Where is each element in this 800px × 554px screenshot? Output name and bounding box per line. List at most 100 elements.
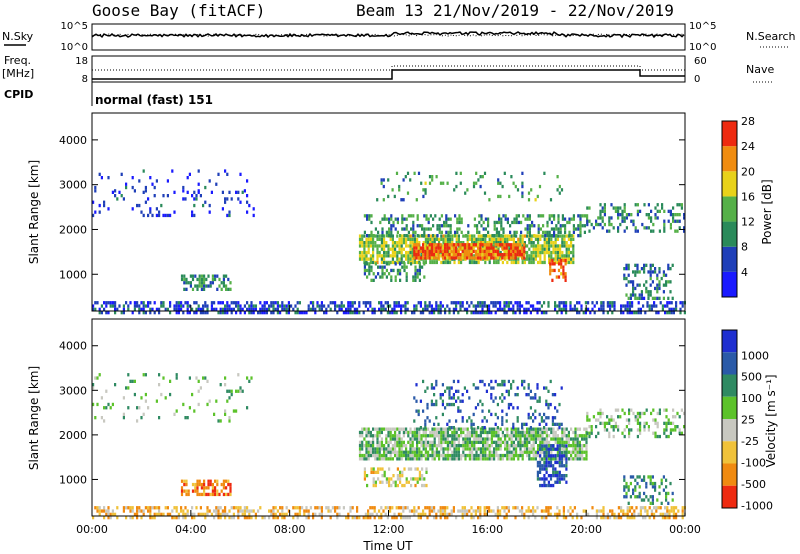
velocity-cell bbox=[631, 516, 634, 520]
power-cell bbox=[94, 307, 97, 311]
velocity-cell bbox=[654, 485, 657, 489]
power-cell bbox=[521, 171, 524, 175]
velocity-cell bbox=[534, 393, 537, 397]
velocity-cell bbox=[369, 453, 372, 458]
velocity-cell bbox=[428, 512, 431, 516]
power-cell bbox=[490, 253, 493, 257]
velocity-cell bbox=[493, 447, 496, 451]
velocity-cell bbox=[111, 402, 114, 407]
power-cell bbox=[226, 213, 229, 218]
velocity-cell bbox=[383, 457, 386, 461]
power-cell bbox=[516, 307, 519, 311]
velocity-cell bbox=[668, 512, 671, 516]
velocity-cell bbox=[490, 437, 493, 441]
power-cell bbox=[395, 311, 398, 315]
velocity-cell bbox=[418, 450, 421, 454]
power-cell bbox=[412, 275, 415, 279]
velocity-cell bbox=[331, 506, 334, 510]
power-cell bbox=[180, 274, 184, 278]
power-cell bbox=[625, 283, 628, 287]
velocity-cell bbox=[652, 408, 655, 412]
power-cell bbox=[390, 275, 393, 279]
velocity-cell bbox=[488, 409, 491, 413]
velocity-cell bbox=[446, 516, 449, 520]
power-cell bbox=[444, 260, 447, 265]
velocity-cell bbox=[416, 453, 419, 458]
velocity-cell bbox=[672, 428, 675, 432]
power-cell bbox=[475, 181, 478, 185]
power-cell bbox=[676, 229, 679, 233]
velocity-cell bbox=[490, 396, 493, 400]
velocity-cell bbox=[248, 509, 251, 513]
velocity-cell bbox=[611, 509, 614, 513]
velocity-cell bbox=[129, 506, 132, 510]
power-cell bbox=[466, 237, 469, 241]
velocity-cell bbox=[334, 506, 337, 510]
power-cell bbox=[142, 307, 145, 311]
velocity-cell bbox=[194, 482, 197, 487]
power-cell bbox=[448, 246, 451, 250]
velocity-cell bbox=[497, 437, 500, 441]
power-cell bbox=[365, 254, 368, 258]
power-cell bbox=[623, 229, 626, 233]
velocity-cell bbox=[305, 506, 308, 510]
power-cell bbox=[449, 237, 452, 241]
power-cell bbox=[470, 311, 473, 315]
velocity-cell bbox=[239, 506, 242, 510]
power-cell bbox=[662, 283, 665, 287]
velocity-cell bbox=[536, 399, 539, 403]
velocity-cell bbox=[515, 450, 518, 454]
velocity-cell bbox=[385, 434, 388, 438]
velocity-cell bbox=[581, 457, 584, 461]
velocity-cell bbox=[421, 477, 424, 481]
velocity-cell bbox=[623, 478, 626, 482]
velocity-cell bbox=[650, 411, 653, 416]
velocity-cell bbox=[545, 434, 548, 438]
power-cell bbox=[458, 220, 461, 225]
power-cell bbox=[625, 216, 628, 220]
power-cell bbox=[441, 249, 444, 253]
velocity-cell bbox=[530, 430, 533, 435]
velocity-cell bbox=[586, 431, 589, 435]
velocity-cell bbox=[639, 415, 642, 419]
power-cell bbox=[608, 216, 611, 220]
velocity-cell bbox=[413, 506, 416, 510]
velocity-cell bbox=[250, 376, 253, 380]
velocity-cell bbox=[574, 440, 577, 444]
velocity-cell bbox=[532, 412, 535, 417]
velocity-cell bbox=[164, 396, 167, 400]
power-cell bbox=[510, 175, 513, 179]
velocity-cell bbox=[543, 450, 546, 455]
power-cell bbox=[567, 257, 570, 261]
power-cell bbox=[461, 256, 464, 260]
power-cell bbox=[182, 185, 185, 190]
power-cell bbox=[400, 234, 403, 238]
power-cell bbox=[202, 304, 205, 308]
power-cell bbox=[512, 260, 515, 265]
power-cell bbox=[424, 260, 427, 265]
velocity-cell bbox=[493, 440, 496, 444]
velocity-cell bbox=[599, 411, 602, 416]
velocity-cell bbox=[398, 434, 401, 438]
power-cell bbox=[650, 307, 653, 311]
power-cell bbox=[250, 304, 253, 308]
velocity-cell bbox=[667, 491, 670, 496]
power-cell bbox=[499, 181, 502, 185]
velocity-cell bbox=[665, 478, 668, 482]
power-cell bbox=[162, 304, 165, 308]
power-cell bbox=[415, 256, 418, 260]
power-cell bbox=[627, 273, 630, 277]
power-cell bbox=[402, 178, 405, 182]
velocity-cell bbox=[477, 447, 480, 451]
velocity-cell bbox=[466, 444, 469, 448]
velocity-cell bbox=[477, 426, 480, 430]
velocity-cell bbox=[367, 444, 370, 448]
velocity-cell bbox=[307, 516, 310, 520]
velocity-cell bbox=[479, 450, 482, 454]
velocity-cell bbox=[183, 479, 186, 483]
power-cell bbox=[215, 307, 218, 311]
power-cell bbox=[554, 301, 557, 305]
power-cell bbox=[650, 209, 653, 213]
velocity-cell bbox=[581, 434, 584, 438]
velocity-cell bbox=[532, 453, 535, 458]
